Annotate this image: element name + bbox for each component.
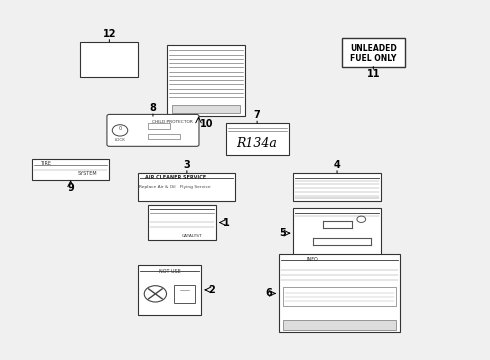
Bar bbox=[225, 123, 289, 155]
Text: Replace Air & Oil   Flying Service: Replace Air & Oil Flying Service bbox=[140, 185, 211, 189]
Text: 9: 9 bbox=[67, 183, 74, 193]
Bar bbox=[148, 123, 170, 129]
Text: NOT USE: NOT USE bbox=[159, 269, 181, 274]
Text: R134a: R134a bbox=[237, 136, 277, 149]
FancyBboxPatch shape bbox=[107, 114, 199, 146]
Text: AIR CLEANER SERVICE: AIR CLEANER SERVICE bbox=[145, 175, 206, 180]
Text: 0: 0 bbox=[119, 126, 122, 131]
Bar bbox=[138, 265, 201, 315]
Text: 2: 2 bbox=[209, 285, 216, 295]
Text: UNLEADED: UNLEADED bbox=[350, 44, 397, 53]
Text: TIRE: TIRE bbox=[40, 161, 51, 166]
Bar bbox=[294, 173, 381, 201]
Bar bbox=[138, 173, 235, 201]
Bar bbox=[283, 287, 396, 306]
Bar bbox=[294, 208, 381, 258]
Bar bbox=[148, 205, 216, 240]
Text: 10: 10 bbox=[199, 119, 213, 129]
Text: CATALYST: CATALYST bbox=[182, 234, 202, 238]
Bar bbox=[279, 255, 400, 332]
Bar bbox=[148, 135, 180, 139]
Text: 4: 4 bbox=[334, 160, 341, 170]
Bar bbox=[342, 38, 405, 67]
Bar bbox=[80, 42, 138, 77]
Text: 1: 1 bbox=[223, 217, 230, 228]
Text: SYSTEM: SYSTEM bbox=[78, 171, 98, 176]
Text: 8: 8 bbox=[149, 103, 156, 113]
Text: 6: 6 bbox=[265, 288, 271, 298]
Text: 5: 5 bbox=[279, 228, 286, 238]
Text: 7: 7 bbox=[254, 111, 261, 121]
Text: INFO: INFO bbox=[307, 257, 318, 262]
Bar bbox=[283, 320, 396, 329]
Bar bbox=[168, 45, 245, 116]
Text: 11: 11 bbox=[367, 69, 380, 79]
Text: LOCK: LOCK bbox=[115, 138, 125, 142]
Bar bbox=[32, 159, 109, 180]
Text: 3: 3 bbox=[183, 160, 190, 170]
Text: CHILD PROTECTOR: CHILD PROTECTOR bbox=[152, 120, 193, 124]
Text: 12: 12 bbox=[102, 29, 116, 39]
Bar bbox=[172, 105, 240, 113]
Text: FUEL ONLY: FUEL ONLY bbox=[350, 54, 396, 63]
Bar bbox=[174, 285, 195, 303]
